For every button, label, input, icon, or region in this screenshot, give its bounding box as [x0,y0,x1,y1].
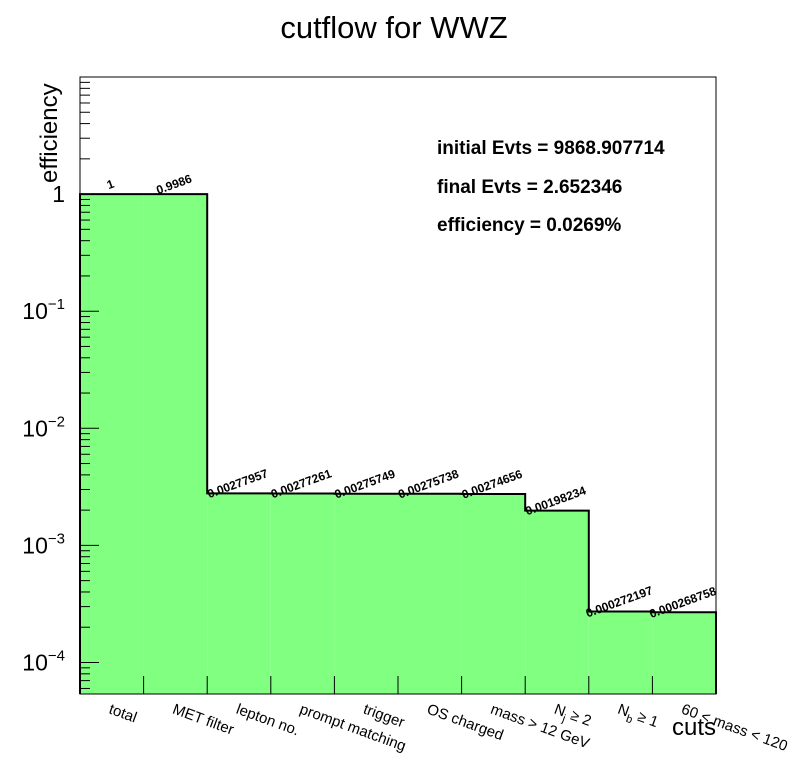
bar-5 [334,493,398,694]
value-label-1: 1 [105,177,116,193]
initial-events-annotation: initial Evts = 9868.907714 [437,138,665,159]
bar-4 [270,493,335,694]
histogram-outline [79,193,717,694]
x-axis-title: cuts [672,714,716,741]
bar-8 [525,510,589,694]
y-ticks-layer: 1 10−1 10−2 10−3 10−4 [22,76,99,689]
y-tick-label: 10−4 [22,647,65,675]
bar-10 [652,612,716,694]
chart-title: cutflow for WWZ [280,10,507,45]
y-axis-title: efficiency [36,83,63,183]
efficiency-annotation: efficiency = 0.0269% [437,215,621,236]
bar-9 [588,611,653,694]
y-tick-label: 10−2 [22,413,65,441]
final-events-annotation: final Evts = 2.652346 [437,177,622,198]
bar-7 [461,494,526,694]
bar-6 [398,493,462,694]
y-tick-label: 1 [52,181,65,207]
bars-layer [79,193,717,694]
y-tick-label: 10−1 [22,296,65,324]
bar-2 [143,194,208,694]
x-ticks-layer [143,676,653,694]
bar-1 [80,194,144,694]
y-tick-label: 10−3 [22,530,65,558]
bar-3 [207,493,271,694]
plot-frame [79,76,717,695]
